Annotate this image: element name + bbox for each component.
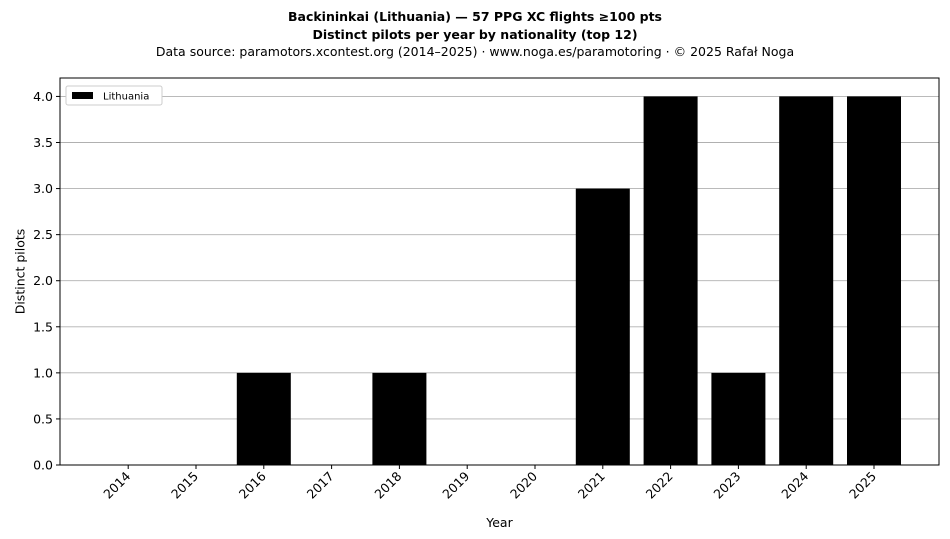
- x-axis-label: Year: [485, 515, 513, 530]
- y-tick-label: 1.5: [33, 319, 53, 334]
- x-tick-label: 2021: [575, 469, 608, 502]
- bar-2024: [779, 96, 834, 465]
- legend: Lithuania: [65, 85, 163, 106]
- chart-subtitle: Distinct pilots per year by nationality …: [312, 26, 638, 42]
- x-tick-label: 2018: [371, 468, 404, 501]
- x-tick-label: 2020: [507, 468, 540, 501]
- bar-2018: [372, 372, 427, 465]
- chart-title: Backininkai (Lithuania) — 57 PPG XC flig…: [288, 9, 662, 24]
- x-tick-label: 2014: [100, 468, 133, 501]
- x-tick-label: 2023: [710, 469, 743, 502]
- plot-frame: [59, 77, 940, 466]
- y-tick-label: 0.5: [33, 411, 53, 426]
- y-tick-label: 4.0: [33, 89, 53, 104]
- bar-2021: [575, 188, 630, 466]
- y-tick-label: 2.5: [33, 227, 53, 242]
- y-tick-label: 3.5: [33, 135, 53, 150]
- x-tick-label: 2019: [439, 468, 472, 501]
- bar-2016: [236, 372, 291, 465]
- x-tick-label: 2025: [846, 469, 879, 502]
- legend-box: [65, 85, 163, 106]
- y-tick-label: 2.0: [33, 273, 53, 288]
- legend-swatch-lithuania: [72, 92, 93, 99]
- x-tick-label: 2022: [643, 469, 676, 502]
- y-tick-label: 1.0: [33, 365, 53, 380]
- x-tick-label: 2016: [236, 468, 269, 501]
- y-tick-label: 0.0: [33, 458, 53, 473]
- chart-source: Data source: paramotors.xcontest.org (20…: [155, 44, 795, 59]
- legend-label-lithuania: Lithuania: [103, 92, 149, 103]
- bars-layer: [236, 96, 901, 466]
- axes-layer: [59, 77, 940, 466]
- bar-2023: [711, 372, 766, 465]
- bar-2025: [847, 96, 901, 465]
- x-tick-label: 2017: [304, 469, 337, 502]
- chart-title-block: Backininkai (Lithuania) — 57 PPG XC flig…: [0, 8, 950, 61]
- y-axis-label: Distinct pilots: [12, 229, 27, 315]
- y-tick-label: 3.0: [33, 181, 53, 196]
- bar-2022: [643, 96, 698, 465]
- x-tick-label: 2015: [168, 469, 201, 502]
- x-tick-label: 2024: [778, 468, 811, 501]
